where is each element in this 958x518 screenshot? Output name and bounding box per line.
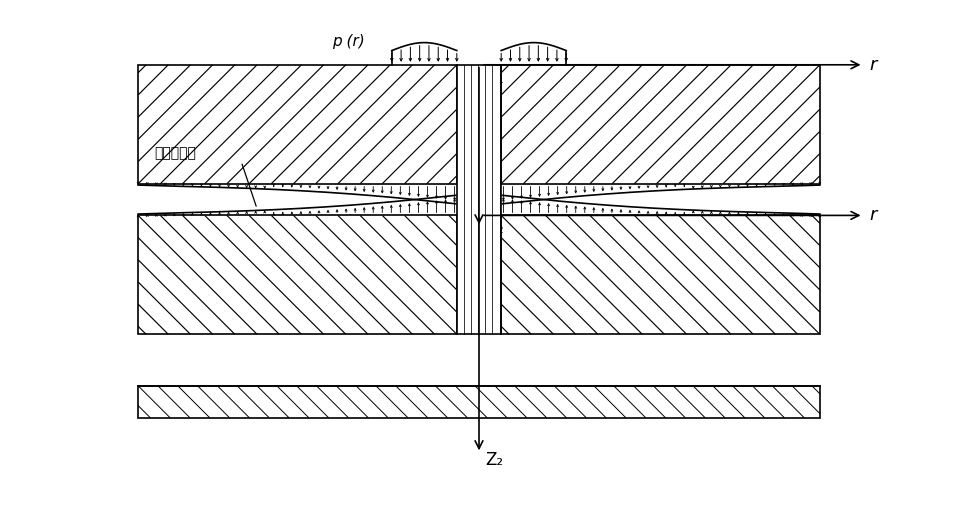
Text: 接触面压力: 接触面压力 <box>154 147 195 161</box>
Bar <box>138 65 457 184</box>
Bar <box>138 215 457 334</box>
Text: O₂: O₂ <box>485 219 504 237</box>
Bar <box>138 386 820 418</box>
Text: Z₁: Z₁ <box>486 225 503 243</box>
Bar <box>457 65 501 334</box>
Text: p (r): p (r) <box>331 34 365 49</box>
Text: r: r <box>870 56 878 74</box>
Bar <box>501 65 820 184</box>
Bar <box>501 215 820 334</box>
Text: r: r <box>870 206 878 224</box>
Text: O₁: O₁ <box>485 69 504 87</box>
Text: Z₂: Z₂ <box>486 451 504 469</box>
